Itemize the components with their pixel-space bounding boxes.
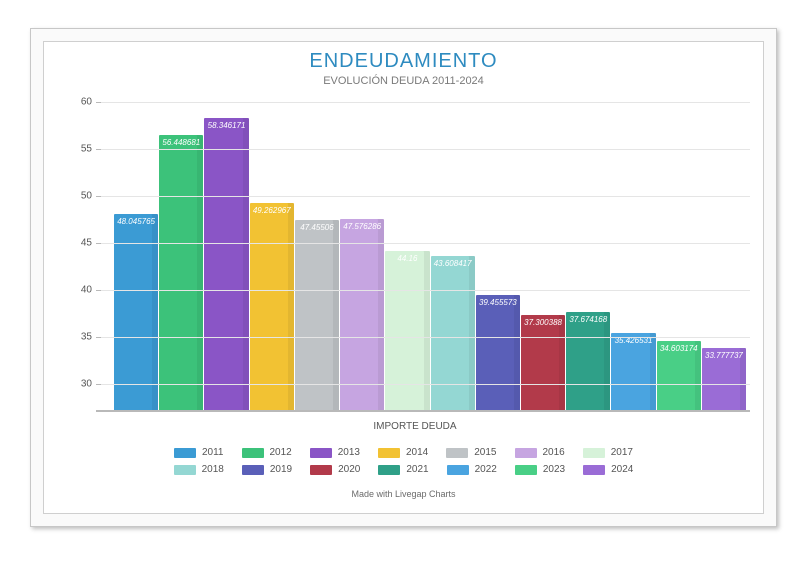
ytick-label: 60 [62,97,96,108]
legend-swatch [583,465,605,475]
ytick-label: 30 [62,378,96,389]
gridline [96,243,750,244]
ytick-label: 45 [62,237,96,248]
ytick-label: 50 [62,190,96,201]
bar-2014: 49.262967 [250,203,294,412]
legend-swatch [378,465,400,475]
legend-swatch [242,448,264,458]
ytick-label: 40 [62,284,96,295]
bar-2013: 58.346171 [204,118,248,412]
legend-item-2014: 2014 [378,447,428,458]
legend-item-2022: 2022 [447,464,497,475]
gridline [96,196,750,197]
chart-subtitle: EVOLUCIÓN DEUDA 2011-2024 [44,75,763,87]
legend-item-2013: 2013 [310,447,360,458]
legend-label: 2019 [270,464,292,475]
legend-swatch [310,465,332,475]
bar-2018: 43.608417 [431,256,475,412]
gridline [96,149,750,150]
ytick-mark [96,196,101,197]
legend-swatch [583,448,605,458]
legend-item-2023: 2023 [515,464,565,475]
chart-footer: Made with Livegap Charts [44,489,763,499]
legend-item-2019: 2019 [242,464,292,475]
plot-area: 48.045765 56.44868158.346171 49.26296747.4… [80,102,750,432]
legend-swatch [174,465,196,475]
legend-swatch [447,465,469,475]
legend-item-2017: 2017 [583,447,633,458]
bar-value-label: 56.448681 [159,138,203,147]
bar-2024: 33.777737 [702,348,746,412]
legend-label: 2011 [202,447,224,458]
bar-2021: 37.674168 [566,312,610,412]
gridline [96,290,750,291]
legend-label: 2015 [474,447,496,458]
bar-value-label: 34.603174 [657,344,701,353]
bar-value-label: 37.674168 [566,315,610,324]
legend-item-2011: 2011 [174,447,224,458]
legend-swatch [378,448,400,458]
chart-outer-frame: ENDEUDAMIENTO EVOLUCIÓN DEUDA 2011-2024 … [30,28,777,527]
legend-label: 2023 [543,464,565,475]
ytick-mark [96,384,101,385]
legend-item-2016: 2016 [515,447,565,458]
bar-2012: 56.448681 [159,135,203,412]
grid-area: 48.045765 56.44868158.346171 49.26296747.4… [96,102,750,412]
ytick-label: 55 [62,143,96,154]
legend-swatch [446,448,468,458]
legend-label: 2018 [202,464,224,475]
ytick-mark [96,149,101,150]
ytick-mark [96,290,101,291]
legend-swatch [515,448,537,458]
bar-value-label: 47.45506 [295,223,339,232]
bar-2023: 34.603174 [657,341,701,412]
bar-value-label: 48.045765 [114,217,158,226]
legend-item-2020: 2020 [310,464,360,475]
bar-value-label: 58.346171 [204,121,248,130]
legend-item-2018: 2018 [174,464,224,475]
legend-swatch [310,448,332,458]
legend-swatch [242,465,264,475]
bar-2020: 37.300388 [521,315,565,412]
ytick-mark [96,243,101,244]
legend-label: 2012 [270,447,292,458]
bar-value-label: 43.608417 [431,259,475,268]
chart-title: ENDEUDAMIENTO [44,50,763,73]
legend-label: 2014 [406,447,428,458]
legend-label: 2017 [611,447,633,458]
ytick-label: 35 [62,331,96,342]
gridline [96,337,750,338]
legend-label: 2024 [611,464,633,475]
legend-item-2021: 2021 [378,464,428,475]
legend-label: 2016 [543,447,565,458]
legend-label: 2020 [338,464,360,475]
legend-label: 2021 [406,464,428,475]
bar-value-label: 37.300388 [521,318,565,327]
legend-item-2015: 2015 [446,447,496,458]
bar-value-label: 39.455573 [476,298,520,307]
gridline [96,102,750,103]
ytick-mark [96,337,101,338]
legend-label: 2013 [338,447,360,458]
baseline [96,410,750,412]
bar-2022: 35.426531 [611,333,655,412]
legend-item-2012: 2012 [242,447,292,458]
bar-value-label: 49.262967 [250,206,294,215]
ytick-mark [96,102,101,103]
bar-value-label: 44.16 [385,254,429,263]
legend: 2011 2012 2013 2014 2015 2016 2017 2018 2019 2020… [44,447,763,475]
legend-item-2024: 2024 [583,464,633,475]
bar-2011: 48.045765 [114,214,158,412]
bar-value-label: 47.576286 [340,222,384,231]
legend-swatch [174,448,196,458]
bar-2017: 44.16 [385,251,429,412]
gridline [96,384,750,385]
legend-swatch [515,465,537,475]
bar-2019: 39.455573 [476,295,520,412]
legend-label: 2022 [475,464,497,475]
chart-inner-frame: ENDEUDAMIENTO EVOLUCIÓN DEUDA 2011-2024 … [43,41,764,514]
x-axis-label: IMPORTE DEUDA [80,421,750,432]
bar-value-label: 33.777737 [702,351,746,360]
